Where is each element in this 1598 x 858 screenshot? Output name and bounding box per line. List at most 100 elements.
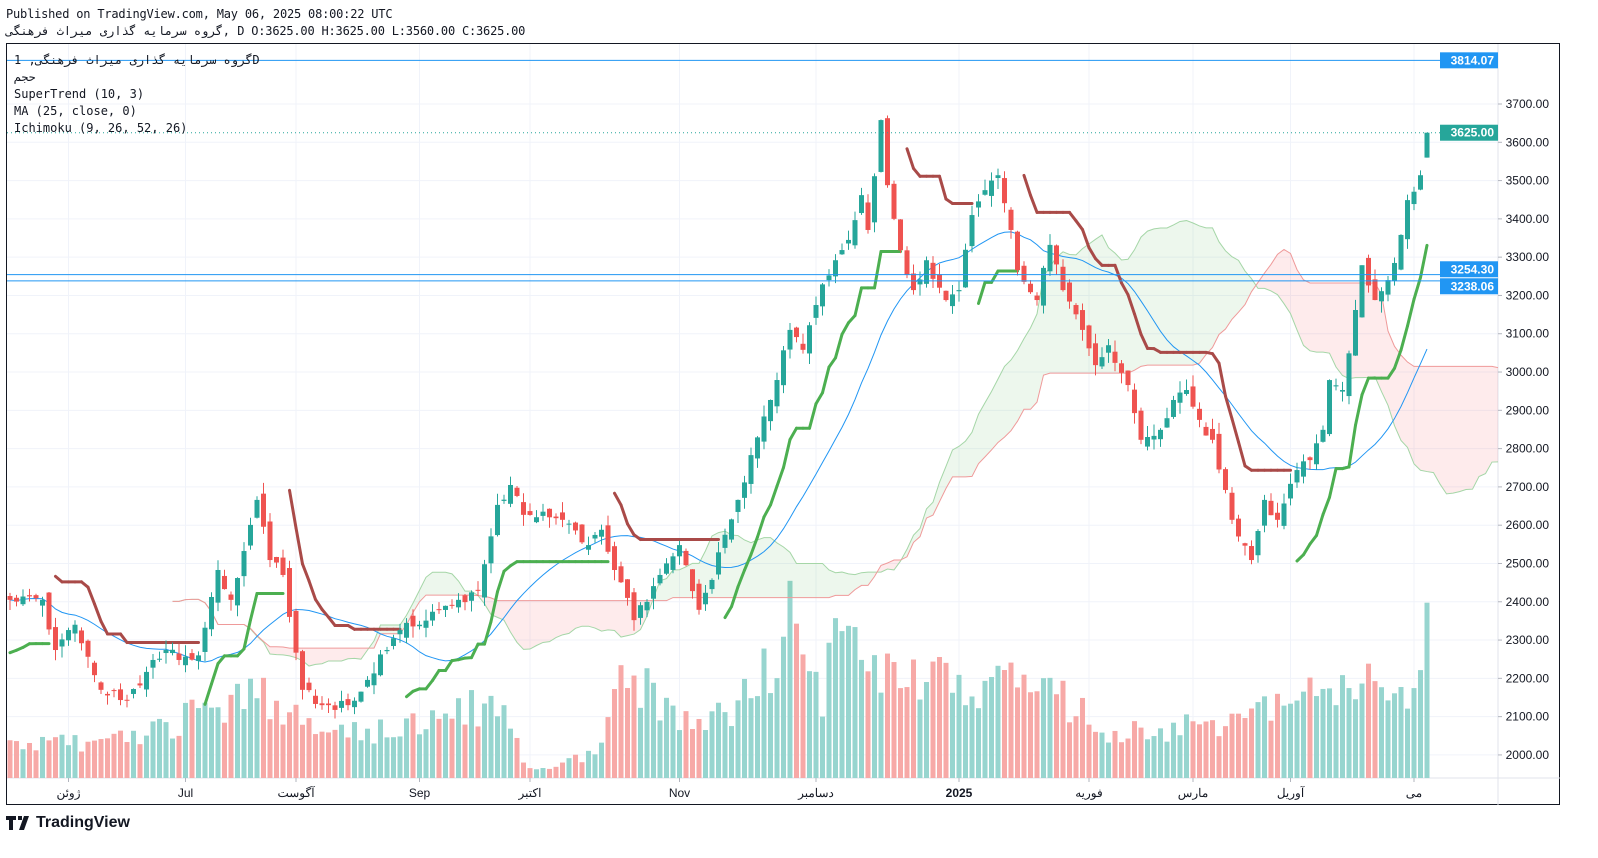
x-tick-label: فوریه xyxy=(1075,786,1103,800)
legend-ichimoku[interactable]: Ichimoku (9, 26, 52, 26) xyxy=(14,121,188,135)
supertrend-segment xyxy=(853,286,863,318)
candle xyxy=(1060,259,1066,292)
volume-bar xyxy=(651,682,656,778)
candle-body xyxy=(248,524,253,546)
volume-bar xyxy=(1008,662,1014,778)
volume-bar xyxy=(163,722,169,778)
supertrend-segment xyxy=(236,647,246,658)
supertrend-segment xyxy=(814,391,824,406)
volume-bar xyxy=(280,724,286,778)
y-tick-label: 3200.00 xyxy=(1506,288,1550,302)
candle-body xyxy=(846,239,851,244)
price-label-badge xyxy=(1440,124,1498,141)
candle-body xyxy=(85,640,91,657)
volume-bar xyxy=(1372,681,1378,778)
candle-body xyxy=(813,305,819,318)
volume-bar xyxy=(118,730,123,778)
cloud-segment xyxy=(1551,369,1558,409)
candle-body xyxy=(1015,231,1020,271)
cloud-segment xyxy=(744,539,751,598)
volume-bar xyxy=(1145,739,1150,778)
candle xyxy=(1411,186,1417,211)
candle xyxy=(423,609,429,638)
candle xyxy=(917,271,923,296)
supertrend-segment xyxy=(730,585,740,609)
volume-bar xyxy=(33,750,39,778)
supertrend-segment xyxy=(242,618,252,651)
cloud-segment xyxy=(1570,314,1577,380)
volume-bar xyxy=(456,698,461,778)
cloud-segment xyxy=(1277,249,1284,304)
candle-body xyxy=(989,180,994,196)
candle-body xyxy=(40,599,45,606)
supertrend-segment xyxy=(1211,352,1221,365)
volume-bar xyxy=(144,735,149,778)
candle xyxy=(1151,424,1157,450)
candle xyxy=(898,219,903,254)
volume-bar xyxy=(254,698,260,778)
candle xyxy=(586,536,591,555)
cloud-segment xyxy=(1499,368,1506,462)
volume-bar xyxy=(748,698,754,778)
volume-bar xyxy=(137,744,143,778)
candle-body xyxy=(449,604,455,606)
candle xyxy=(599,524,604,545)
cloud-segment xyxy=(1583,278,1590,368)
x-tick-label: آوریل xyxy=(1277,785,1305,800)
cloud-segment xyxy=(1160,227,1167,366)
candle xyxy=(1002,171,1007,213)
price-label-text: 3625.00 xyxy=(1451,126,1495,140)
candle xyxy=(1268,493,1274,516)
volume-bar xyxy=(1067,722,1072,778)
candle xyxy=(716,541,721,580)
candle xyxy=(865,194,871,234)
cloud-segment xyxy=(588,600,595,629)
candle xyxy=(254,496,260,519)
volume-bar xyxy=(820,716,825,778)
candle xyxy=(1197,402,1202,428)
candle xyxy=(651,577,656,610)
candle-body xyxy=(358,691,364,702)
volume-bar xyxy=(618,665,624,778)
candle-body xyxy=(1125,370,1131,386)
legend-volume[interactable]: حجم xyxy=(14,70,36,84)
candle xyxy=(690,569,695,599)
supertrend-segment xyxy=(294,526,304,566)
candle xyxy=(105,691,110,705)
chart-frame[interactable] xyxy=(6,43,1560,805)
volume-bar xyxy=(293,704,299,778)
candle xyxy=(469,590,474,612)
candle xyxy=(878,119,884,173)
volume-bar xyxy=(241,709,247,778)
y-tick-label: 2300.00 xyxy=(1506,633,1550,647)
legend-supertrend[interactable]: SuperTrend (10, 3) xyxy=(14,87,145,101)
candle-body xyxy=(1236,518,1241,537)
candle xyxy=(1229,487,1235,525)
volume-bar xyxy=(761,648,767,778)
volume-bar xyxy=(1106,742,1111,778)
ichimoku-span-a xyxy=(172,220,1498,667)
volume-bar xyxy=(397,736,403,778)
legend-ma[interactable]: MA (25, close, 0) xyxy=(14,104,137,118)
candle xyxy=(638,602,643,625)
cloud-segment xyxy=(855,572,862,590)
legend-symbol[interactable]: گروه سرمایه گذاری میراث فرهنگی, 1D xyxy=(14,53,260,67)
candle-body xyxy=(820,284,825,307)
candle-body xyxy=(33,595,39,599)
tradingview-logo[interactable]: TradingView xyxy=(6,814,130,832)
supertrend-segment xyxy=(1068,210,1078,223)
cloud-segment xyxy=(1154,227,1161,366)
candle-body xyxy=(1281,503,1287,526)
candle-body xyxy=(430,611,435,621)
candle xyxy=(820,282,825,316)
candle-body xyxy=(865,202,871,230)
volume-bar xyxy=(917,699,923,778)
candle-body xyxy=(306,682,312,691)
candle-body xyxy=(1158,429,1163,440)
candle xyxy=(293,608,299,661)
candle xyxy=(631,587,637,631)
candle xyxy=(1366,254,1371,293)
cloud-segment xyxy=(1472,366,1479,490)
candle xyxy=(891,180,897,221)
